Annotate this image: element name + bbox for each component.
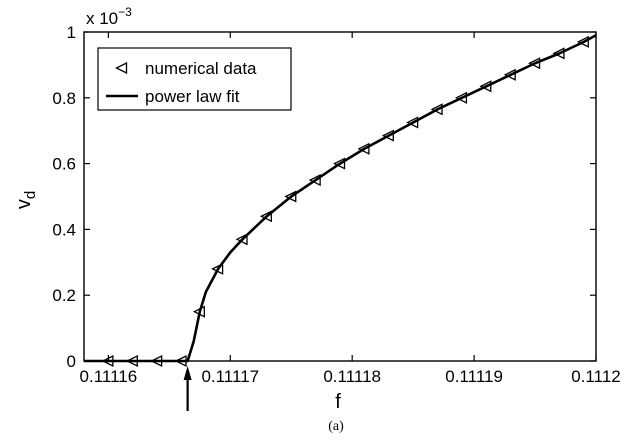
axis-ticks xyxy=(84,31,597,362)
power-law-fit-line xyxy=(84,34,597,363)
numerical-data-point xyxy=(406,116,419,129)
plot-frame xyxy=(83,31,597,362)
y-axis-multiplier-base: x 10 xyxy=(86,9,118,28)
numerical-data-point xyxy=(101,354,114,368)
numerical-data-point xyxy=(150,354,163,368)
numerical-data-point xyxy=(308,173,321,187)
y-tick-label: 0.2 xyxy=(52,286,76,305)
numerical-data-point xyxy=(576,35,589,48)
numerical-data-point xyxy=(235,233,248,246)
numerical-data-point xyxy=(430,103,443,116)
numerical-data-point xyxy=(381,129,394,142)
y-tick-labels: 0 0.2 0.4 0.6 0.8 1 xyxy=(52,23,76,371)
numerical-data-point xyxy=(284,190,297,203)
y-axis-multiplier-exponent: −3 xyxy=(118,5,132,19)
y-tick-label: 1 xyxy=(67,23,76,42)
y-tick-label: 0.8 xyxy=(52,89,76,108)
svg-text:vd: vd xyxy=(13,191,39,209)
data-series xyxy=(84,34,597,368)
figure-caption: (a) xyxy=(328,419,344,434)
numerical-data-point xyxy=(357,142,370,155)
y-axis-label-main: v xyxy=(13,199,35,209)
numerical-data-point xyxy=(454,91,468,104)
x-tick-label: 0.11119 xyxy=(445,367,503,386)
x-tick-label: 0.11118 xyxy=(323,367,381,386)
numerical-data-point xyxy=(552,47,565,60)
numerical-data-point xyxy=(174,354,187,368)
x-tick-label: 0.11117 xyxy=(201,367,259,386)
x-axis-label: f xyxy=(335,391,341,413)
y-axis-label: vd xyxy=(13,191,39,209)
numerical-data-point xyxy=(333,157,346,170)
legend: numerical data power law fit xyxy=(97,47,292,111)
legend-label-power-law-fit: power law fit xyxy=(145,87,240,106)
legend-label-numerical-data: numerical data xyxy=(145,59,257,78)
numerical-data-point xyxy=(528,57,541,70)
x-tick-labels: 0.11116 0.11117 0.11118 0.11119 0.1112 xyxy=(80,367,621,386)
y-tick-label: 0.4 xyxy=(52,220,76,239)
numerical-data-point xyxy=(211,262,224,275)
numerical-data-point xyxy=(192,305,205,318)
numerical-data-point xyxy=(503,68,516,81)
threshold-arrow xyxy=(183,366,192,411)
arrow-head xyxy=(183,366,192,380)
legend-box xyxy=(97,47,292,111)
x-tick-label: 0.1112 xyxy=(571,367,620,386)
x-tick-label: 0.11116 xyxy=(80,367,138,386)
y-axis-multiplier: x 10−3 xyxy=(86,5,132,28)
numerical-data-point xyxy=(259,210,273,223)
legend-triangle-marker xyxy=(115,61,128,75)
numerical-data-point xyxy=(479,80,492,93)
y-tick-label: 0.6 xyxy=(52,155,76,174)
legend-marker-numerical-data xyxy=(115,61,128,75)
y-tick-label: 0 xyxy=(67,352,76,371)
y-axis-label-subscript: d xyxy=(22,191,39,199)
numerical-data-point xyxy=(125,354,138,368)
